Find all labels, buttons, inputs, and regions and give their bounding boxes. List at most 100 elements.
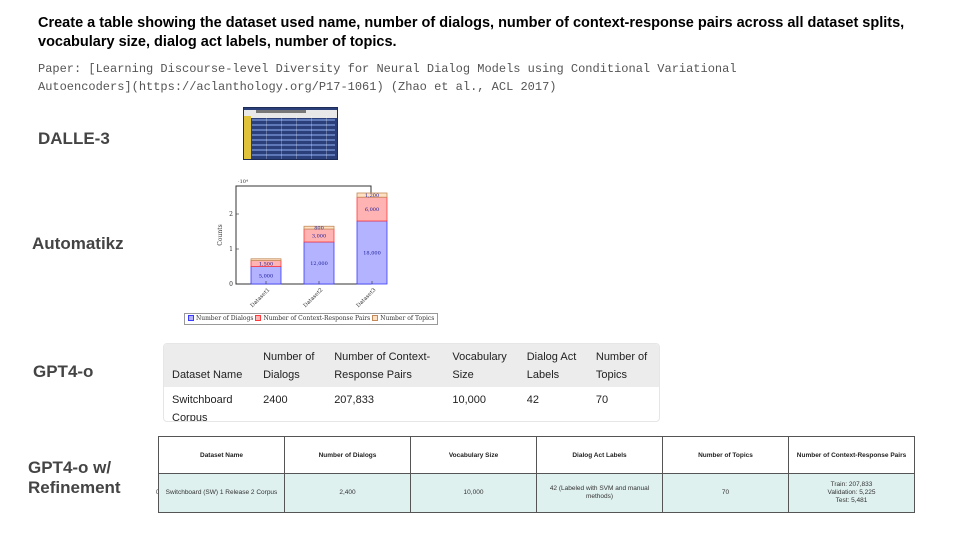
label-gpt4o: GPT4-o	[33, 362, 94, 381]
bar-label-dataset2-series-3: 800	[314, 226, 324, 232]
gpt4o-cell-3: 207,833	[326, 387, 444, 421]
paper-citation-line-2: Autoencoders](https://aclanthology.org/P…	[38, 80, 557, 94]
paper-citation-line-1: Paper: [Learning Discourse-level Diversi…	[38, 62, 737, 76]
bar-label-dataset2-series-1: 12,000	[310, 261, 328, 267]
refined-cell-5-line-1: 70	[721, 489, 730, 496]
chart-x-tick-label-2: Dataset2	[303, 287, 325, 309]
legend-text-3: Number of Topics	[380, 315, 435, 322]
gpt4o-cell-5: 42	[519, 387, 588, 421]
refined-cell-1: Switchboard (SW) 1 Release 2 Corpus	[158, 473, 285, 513]
gpt4o-table: Dataset Name Number of Dialogs Number of Co…	[163, 343, 660, 422]
refined-cell-3-line-1: 10,000	[463, 489, 484, 496]
gpt4o-header-5-line-2: Labels	[526, 369, 560, 381]
chart-y-tick-label-2: 2	[229, 211, 233, 218]
paper-citation: Paper: [Learning Discourse-level Diversi…	[38, 60, 938, 96]
gpt4o-cell-1: Switchboard Corpus	[164, 387, 255, 422]
refined-header-3-line-1: Vocabulary Size	[448, 451, 499, 459]
refined-cell-3: 10,000	[410, 473, 537, 513]
gpt4o-header-6-line-2: Topics	[595, 369, 628, 381]
bar-label-dataset3-series-2: 6,000	[365, 207, 379, 213]
refined-header-2: Number of Dialogs	[284, 436, 411, 474]
bar-label-dataset3-series-3: 1,200	[365, 193, 379, 199]
refined-header-4: Dialog Act Labels	[536, 436, 663, 474]
refined-header-5: Number of Topics	[662, 436, 789, 474]
chart-y-tick-label-1: 1	[229, 246, 233, 253]
bar-dataset3-series-3	[356, 192, 388, 198]
legend-item-3: Number of Topics	[372, 315, 434, 322]
refined-cell-6: Train: 207,833 Validation: 5,225 Test: 5,4…	[788, 473, 915, 513]
gpt4o-table-row: Switchboard Corpus 2400 207,833 10,000 42 70	[164, 387, 659, 422]
gpt4o-header-1: Dataset Name	[164, 344, 256, 387]
refined-header-2-line-1: Number of Dialogs	[318, 451, 377, 459]
gpt4o-cell-5-line-1: 42	[526, 394, 539, 406]
automatikz-chart: ·10⁴ Counts 0 1 2 5,000 1,500 Dataset1 12,000 3,0…	[180, 172, 440, 332]
chart-legend: Number of Dialogs Number of Context-Respo…	[184, 313, 439, 325]
refined-cell-6-line-2: Validation: 5,225	[827, 489, 876, 496]
refined-cell-2: 2,400	[284, 473, 411, 513]
chart-y-axis-label: Counts	[217, 224, 224, 245]
refined-table-row: Switchboard (SW) 1 Release 2 Corpus 2,400…	[158, 473, 915, 513]
gpt4o-header-2-line-2: Dialogs	[263, 369, 300, 381]
gpt4o-cell-6-line-1: 70	[595, 394, 609, 406]
label-gpt4o-refinement-line-1: GPT4-o w/	[28, 458, 112, 477]
refined-header-6-line-1: Number of Context-Response Pairs	[796, 451, 907, 459]
refined-cell-6-line-3: Test: 5,481	[835, 497, 868, 504]
refined-cell-4: 42 (Labeled with SVM and manual methods)	[536, 473, 663, 513]
label-dalle: DALLE-3	[38, 129, 110, 148]
gpt4o-header-3-line-2: Response Pairs	[334, 369, 412, 381]
gpt4o-header-3-line-1: Number of Context-	[334, 351, 431, 363]
refined-cell-1-line-1: Switchboard (SW) 1 Release 2 Corpus	[165, 489, 278, 496]
dalle-generated-table-image	[243, 107, 338, 160]
refined-cell-2-line-1: 2,400	[339, 489, 356, 496]
gpt4o-header-6-line-1: Number of	[595, 351, 648, 363]
prompt-text: Create a table showing the dataset used …	[38, 15, 905, 50]
legend-text-2: Number of Context-Response Pairs	[263, 315, 371, 322]
bar-dataset2-series-3	[303, 225, 335, 230]
gpt4o-cell-3-line-1: 207,833	[334, 394, 374, 406]
gpt4o-table-header-row: Dataset Name Number of Dialogs Number of Co…	[164, 344, 659, 387]
chart-y-scale-label: ·10⁴	[238, 179, 248, 185]
gpt4o-header-1-line-1: Dataset Name	[172, 369, 243, 381]
gpt4o-header-5: Dialog Act Labels	[518, 344, 588, 387]
gpt4o-header-4-line-2: Size	[452, 369, 474, 381]
bar-dataset1-series-3	[250, 258, 282, 261]
refined-table-header-row: Dataset Name Number of Dialogs Vocabulary …	[158, 436, 915, 474]
gpt4o-header-2: Number of Dialogs	[255, 344, 327, 387]
refined-header-4-line-1: Dialog Act Labels	[572, 451, 627, 459]
refined-cell-5: 70	[662, 473, 789, 513]
refined-header-5-line-1: Number of Topics	[698, 451, 753, 459]
chart-x-tick-label-1: Dataset1	[250, 287, 272, 309]
automatikz-chart-svg: ·10⁴ Counts 0 1 2 5,000 1,500 Dataset1 12,000 3,0…	[217, 179, 388, 309]
legend-item-2: Number of Context-Response Pairs	[255, 315, 370, 322]
refined-header-3: Vocabulary Size	[410, 436, 537, 474]
refined-table-row-index: 0	[156, 490, 159, 496]
gpt4o-cell-1-line-2: Corpus	[172, 412, 208, 422]
chart-y-tick-label-0: 0	[229, 281, 233, 288]
gpt4o-cell-2-line-1: 2400	[263, 394, 288, 406]
legend-swatch-3	[372, 315, 379, 321]
gpt4o-cell-4: 10,000	[444, 387, 518, 421]
bar-dataset3-series-1	[356, 220, 388, 285]
gpt4o-header-3: Number of Context- Response Pairs	[326, 344, 445, 387]
gpt4o-header-4-line-1: Vocabulary	[452, 351, 507, 363]
gpt4o-header-2-line-1: Number of	[263, 351, 315, 363]
bar-label-dataset1-series-1: 5,000	[259, 273, 273, 279]
bar-label-dataset2-series-2: 3,000	[312, 234, 326, 240]
gpt4o-header-4: Vocabulary Size	[444, 344, 519, 387]
gpt4o-header-5-line-1: Dialog Act	[526, 351, 577, 363]
chart-x-tick-label-3: Dataset3	[356, 287, 378, 309]
legend-swatch-1	[188, 315, 194, 321]
legend-item-1: Number of Dialogs	[188, 315, 253, 322]
gpt4o-header-6: Number of Topics	[587, 344, 659, 387]
refined-header-1-line-1: Dataset Name	[200, 451, 243, 459]
refined-cell-6-line-1: Train: 207,833	[830, 481, 873, 488]
label-gpt4o-refinement-line-2: Refinement	[28, 478, 121, 497]
label-gpt4o-refinement: GPT4-o w/ Refinement	[28, 458, 121, 498]
label-automatikz: Automatikz	[32, 234, 124, 253]
refined-table: Dataset Name Number of Dialogs Vocabulary …	[158, 436, 915, 513]
bar-label-dataset1-series-2: 1,500	[259, 262, 273, 268]
refined-cell-4-line-1: 42 (Labeled with SVM and manual methods)	[549, 485, 650, 500]
bar-label-dataset3-series-1: 18,000	[363, 251, 381, 257]
refined-header-6: Number of Context-Response Pairs	[788, 436, 915, 474]
gpt4o-cell-4-line-1: 10,000	[452, 394, 487, 406]
